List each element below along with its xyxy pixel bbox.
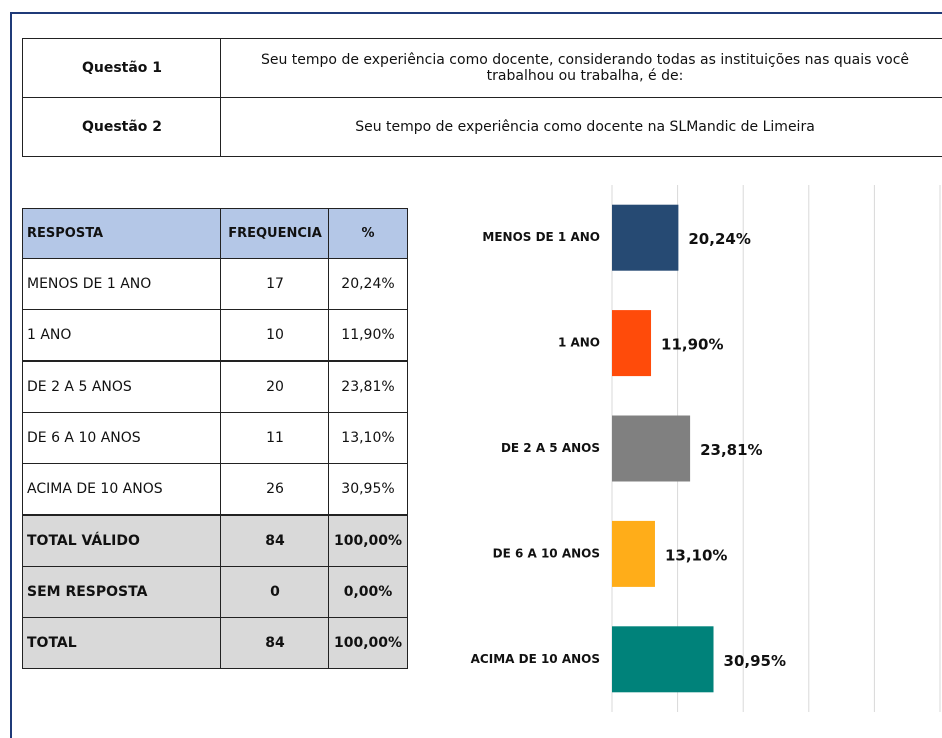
table-header: RESPOSTA: [22, 208, 222, 259]
table-cell: ACIMA DE 10 ANOS: [22, 463, 222, 516]
table-header: %: [328, 208, 408, 259]
bar: [612, 626, 714, 693]
table-cell: 20,24%: [328, 258, 408, 310]
total-cell: TOTAL VÁLIDO: [22, 514, 222, 567]
total-cell: SEM RESPOSTA: [22, 565, 222, 618]
table-cell: 30,95%: [328, 463, 408, 516]
total-cell: 0,00%: [328, 565, 408, 618]
table-cell: 23,81%: [328, 360, 408, 413]
bar: [612, 520, 655, 587]
question-label: Questão 1: [22, 38, 222, 98]
category-label: MENOS DE 1 ANO: [482, 230, 600, 244]
value-label: 30,95%: [724, 652, 786, 670]
category-label: 1 ANO: [558, 336, 600, 350]
table-cell: 11,90%: [328, 309, 408, 362]
total-cell: 0: [220, 565, 330, 618]
frame-top: [10, 12, 942, 14]
table-cell: MENOS DE 1 ANO: [22, 258, 222, 310]
category-label: DE 2 A 5 ANOS: [501, 441, 600, 455]
question-text: Seu tempo de experiência como docente na…: [220, 97, 942, 157]
category-label: ACIMA DE 10 ANOS: [471, 652, 600, 666]
value-label: 11,90%: [661, 336, 723, 354]
value-label: 20,24%: [688, 230, 750, 248]
table-cell: 1 ANO: [22, 309, 222, 362]
total-cell: TOTAL: [22, 617, 222, 670]
table-cell: 26: [220, 463, 330, 516]
frame-left: [10, 12, 12, 738]
total-cell: 100,00%: [328, 514, 408, 567]
table-cell: 20: [220, 360, 330, 413]
total-cell: 84: [220, 514, 330, 567]
question-label: Questão 2: [22, 97, 222, 157]
bar: [612, 415, 691, 482]
table-cell: DE 6 A 10 ANOS: [22, 411, 222, 464]
category-label: DE 6 A 10 ANOS: [493, 546, 600, 560]
value-label: 13,10%: [665, 546, 727, 564]
table-cell: DE 2 A 5 ANOS: [22, 360, 222, 413]
table-header: FREQUENCIA: [220, 208, 330, 259]
table-cell: 10: [220, 309, 330, 362]
total-cell: 84: [220, 617, 330, 670]
bar: [612, 204, 679, 271]
table-cell: 13,10%: [328, 411, 408, 464]
question-text: Seu tempo de experiência como docente, c…: [220, 38, 942, 98]
table-cell: 17: [220, 258, 330, 310]
value-label: 23,81%: [700, 441, 762, 459]
total-cell: 100,00%: [328, 617, 408, 670]
bar: [612, 310, 652, 377]
table-cell: 11: [220, 411, 330, 464]
